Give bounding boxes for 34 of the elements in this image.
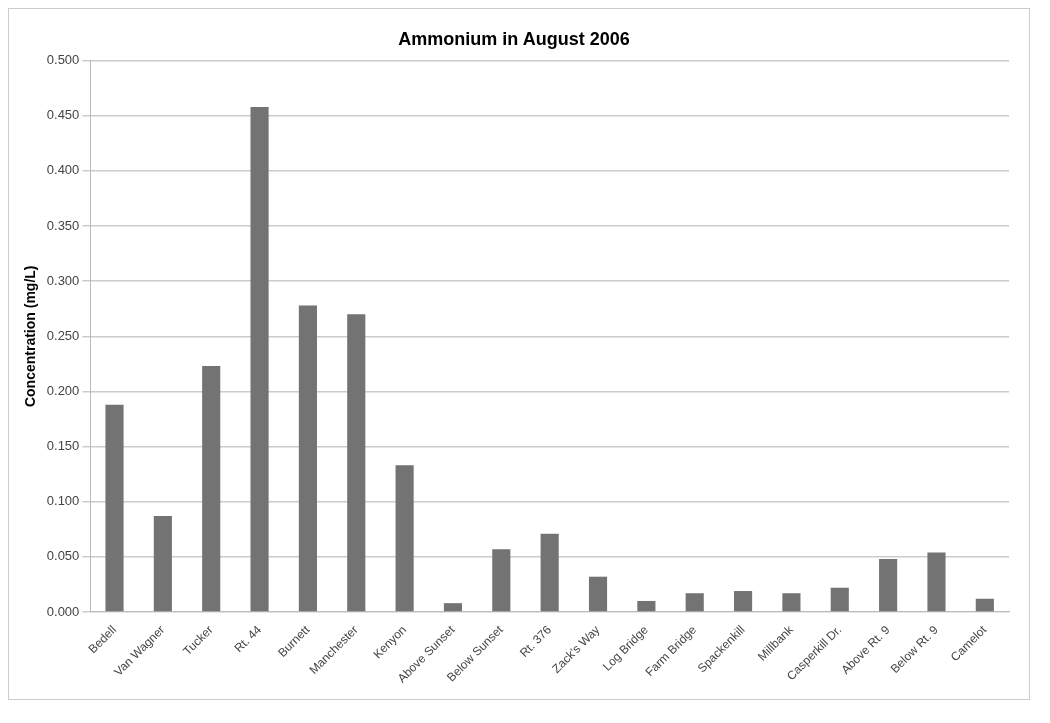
y-tick-label: 0.150 bbox=[46, 438, 80, 454]
bar bbox=[588, 576, 608, 612]
bar bbox=[782, 593, 801, 612]
y-tick-label: 0.100 bbox=[46, 493, 80, 509]
y-tick-label: 0.350 bbox=[46, 217, 80, 233]
bar bbox=[879, 559, 898, 612]
bar bbox=[830, 587, 849, 612]
bar bbox=[250, 106, 269, 612]
bar bbox=[202, 366, 221, 612]
bar bbox=[105, 404, 124, 612]
y-tick-label: 0.500 bbox=[46, 52, 80, 68]
bar bbox=[975, 598, 994, 612]
bar bbox=[347, 314, 366, 612]
chart-title: Ammonium in August 2006 bbox=[398, 28, 630, 49]
bar bbox=[540, 533, 559, 612]
y-tick-label: 0.000 bbox=[46, 603, 80, 619]
bar bbox=[927, 552, 946, 612]
bar bbox=[685, 593, 704, 612]
x-tick-label: Rt. 44 bbox=[231, 622, 265, 656]
y-tick-label: 0.300 bbox=[46, 272, 80, 288]
y-tick-label: 0.200 bbox=[46, 383, 80, 399]
bar bbox=[298, 305, 317, 612]
bar bbox=[492, 549, 511, 612]
y-axis-title: Concentration (mg/L) bbox=[22, 265, 39, 408]
y-tick-label: 0.400 bbox=[46, 162, 80, 178]
bar bbox=[443, 603, 463, 612]
y-tick-label: 0.050 bbox=[46, 548, 80, 564]
bar bbox=[395, 465, 414, 612]
y-tick-label: 0.450 bbox=[46, 107, 80, 123]
bar bbox=[153, 516, 172, 612]
bar bbox=[637, 600, 656, 612]
bar bbox=[734, 591, 753, 612]
y-tick-label: 0.250 bbox=[46, 327, 80, 343]
x-tick-label: Rt. 376 bbox=[516, 622, 555, 660]
